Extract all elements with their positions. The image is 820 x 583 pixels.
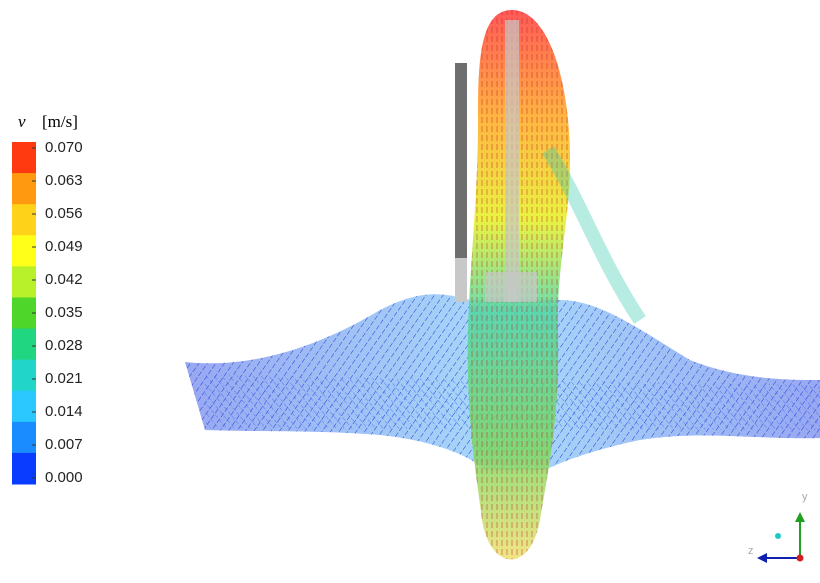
legend-band [12,453,36,485]
legend-tick-label: 0.035 [45,304,83,321]
legend-tick-label: 0.070 [45,139,83,156]
legend-tick-label: 0.021 [45,370,83,387]
legend-band [12,422,36,454]
legend-tick-label: 0.028 [45,337,83,354]
legend-tick-label: 0.000 [45,469,83,486]
legend-tick-label: 0.049 [45,238,83,255]
flow-figure: v [m/s] 0.070 0.063 0.056 0.049 0.042 0.035 0.… [0,0,820,583]
legend-band [12,266,36,298]
axes-triad: y z [748,491,808,563]
legend-tick-label: 0.056 [45,205,83,222]
triad-z-label: z [748,545,754,557]
legend-tick-label: 0.063 [45,172,83,189]
legend-band [12,360,36,392]
triad-y-label: y [802,491,808,503]
legend-tick-label: 0.007 [45,436,83,453]
legend-band [12,142,36,174]
flow-field [185,10,820,559]
legend-band [12,329,36,361]
legend-variable: v [18,112,26,131]
legend-band [12,235,36,267]
legend-band [12,204,36,236]
legend-tick-label: 0.042 [45,271,83,288]
legend-band [12,173,36,205]
legend-unit: [m/s] [42,112,78,131]
legend-band [12,391,36,423]
legend-tick-label: 0.014 [45,403,83,420]
color-legend: v [m/s] 0.070 0.063 0.056 0.049 0.042 0.035 0.… [12,112,83,486]
